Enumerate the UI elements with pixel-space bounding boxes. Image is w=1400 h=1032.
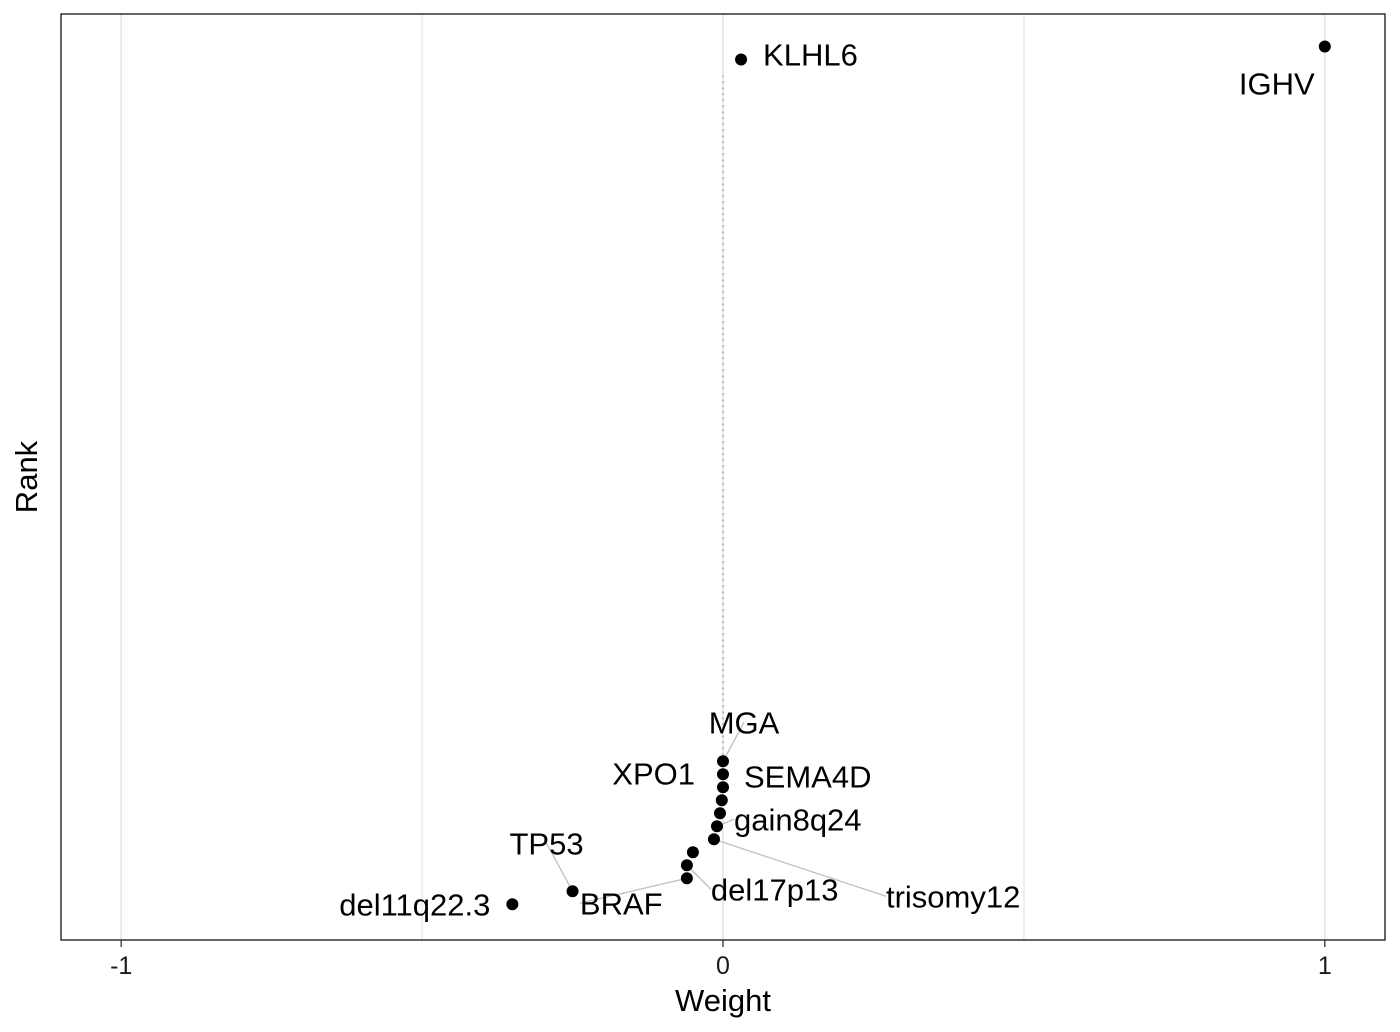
data-point-0 (1318, 40, 1331, 53)
data-point-3 (717, 768, 729, 781)
data-point-2 (717, 755, 729, 768)
point-label-5: gain8q24 (734, 802, 862, 837)
data-points (506, 40, 1331, 911)
data-point-12 (566, 885, 579, 898)
point-labels: IGHV KLHL6 MGA XPO1 SEMA4D gain8q24 trisomy12 d… (339, 37, 1315, 922)
point-label-1: KLHL6 (763, 37, 858, 72)
point-label-2: MGA (709, 705, 780, 740)
point-label-7: del17p13 (711, 872, 839, 907)
data-point-11 (680, 872, 693, 885)
x-tick-label-0: -1 (110, 952, 132, 980)
data-point-7 (710, 820, 723, 833)
data-point-6 (713, 807, 726, 820)
x-axis-title: Weight (675, 983, 771, 1018)
data-point-13 (506, 898, 519, 911)
label-guide-2 (722, 721, 745, 762)
x-axis-ticks: -1 0 1 (110, 940, 1332, 980)
label-guide-lines (545, 721, 887, 904)
label-guide-8 (579, 877, 688, 904)
point-label-3: XPO1 (612, 756, 695, 791)
point-label-8: BRAF (580, 886, 663, 921)
point-label-4: SEMA4D (744, 759, 871, 794)
data-point-9 (686, 846, 699, 859)
data-point-4 (717, 781, 729, 794)
label-guide-9 (545, 842, 574, 892)
label-guide-6 (713, 838, 887, 897)
data-point-8 (707, 833, 720, 846)
x-tick-label-1: 0 (716, 952, 730, 980)
data-point-5 (715, 794, 728, 807)
point-label-10: del11q22.3 (339, 887, 490, 922)
y-axis-title: Rank (9, 440, 44, 513)
x-tick-label-2: 1 (1318, 952, 1332, 980)
data-point-10 (680, 859, 693, 872)
data-point-1 (735, 53, 748, 66)
point-label-0: IGHV (1239, 66, 1315, 101)
point-label-9: TP53 (509, 826, 583, 861)
point-label-6: trisomy12 (886, 879, 1020, 914)
